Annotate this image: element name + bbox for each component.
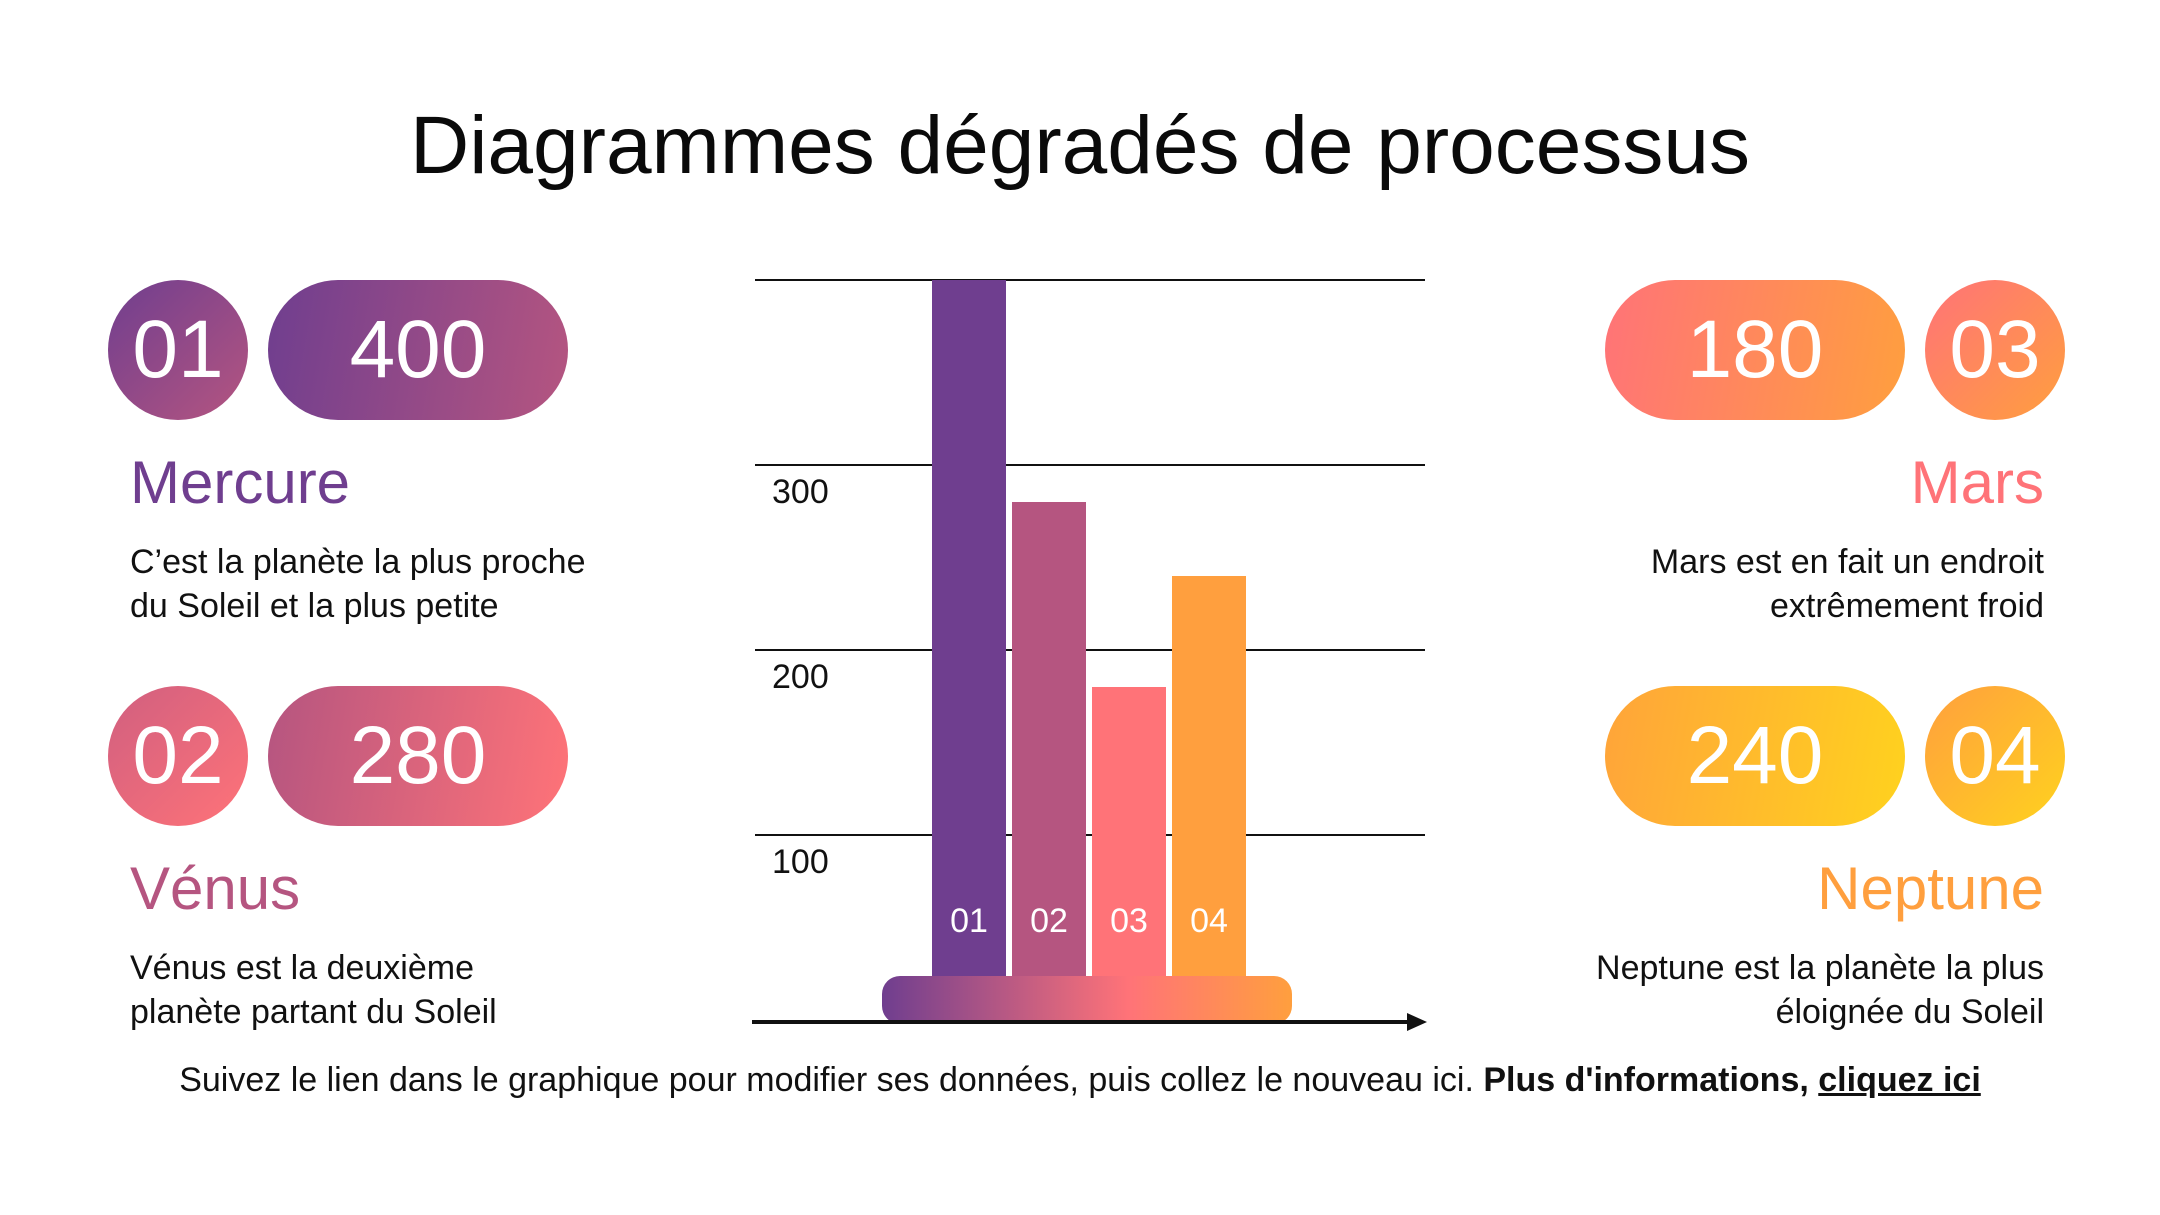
planet-desc-mars: Mars est en fait un endroit extrêmement … — [1650, 543, 2044, 625]
bar-label-01: 01 — [950, 902, 988, 940]
planet-name-mercure: Mercure — [130, 449, 351, 516]
number-badge-04: 04 — [1925, 686, 2065, 826]
page-title: Diagrammes dégradés de processus — [410, 100, 1750, 191]
number-badge-02: 02 — [108, 686, 248, 826]
value-pill-mercure: 400 — [268, 280, 568, 420]
planet-name-venus: Vénus — [130, 855, 301, 922]
chart-base-platform — [882, 976, 1292, 1024]
planet-name-mars: Mars — [1910, 449, 2044, 516]
number-badge-01: 01 — [108, 280, 248, 420]
y-tick-label: 200 — [772, 658, 829, 696]
planet-name-neptune: Neptune — [1817, 855, 2044, 922]
planet-desc-venus: Vénus est la deuxième planète partant du… — [130, 949, 497, 1031]
x-axis-arrow-icon — [1407, 1013, 1427, 1031]
y-tick-label: 100 — [772, 843, 829, 881]
bar-04 — [1172, 576, 1246, 1020]
footer-link[interactable]: cliquez ici — [1818, 1061, 1981, 1099]
footer-bold-text: Plus d'informations, — [1483, 1061, 1809, 1099]
footer-note: Suivez le lien dans le graphique pour mo… — [140, 1058, 2020, 1102]
bar-03 — [1092, 687, 1166, 1020]
value-pill-mars: 180 — [1605, 280, 1905, 420]
bar-label-03: 03 — [1110, 902, 1148, 940]
number-badge-03: 03 — [1925, 280, 2065, 420]
value-pill-venus: 280 — [268, 686, 568, 826]
value-pill-neptune: 240 — [1605, 686, 1905, 826]
footer-text: Suivez le lien dans le graphique pour mo… — [179, 1061, 1474, 1099]
bar-label-02: 02 — [1030, 902, 1068, 940]
bar-label-04: 04 — [1190, 902, 1228, 940]
bar-chart: 100 200 300 01 02 03 04 — [752, 279, 1427, 1031]
planet-desc-mercure: C’est la planète la plus proche du Solei… — [130, 543, 586, 625]
y-tick-label: 300 — [772, 473, 829, 511]
bar-02 — [1012, 502, 1086, 1020]
planet-desc-neptune: Neptune est la planète la plus éloignée … — [1596, 949, 2044, 1031]
bar-01 — [932, 280, 1006, 1020]
